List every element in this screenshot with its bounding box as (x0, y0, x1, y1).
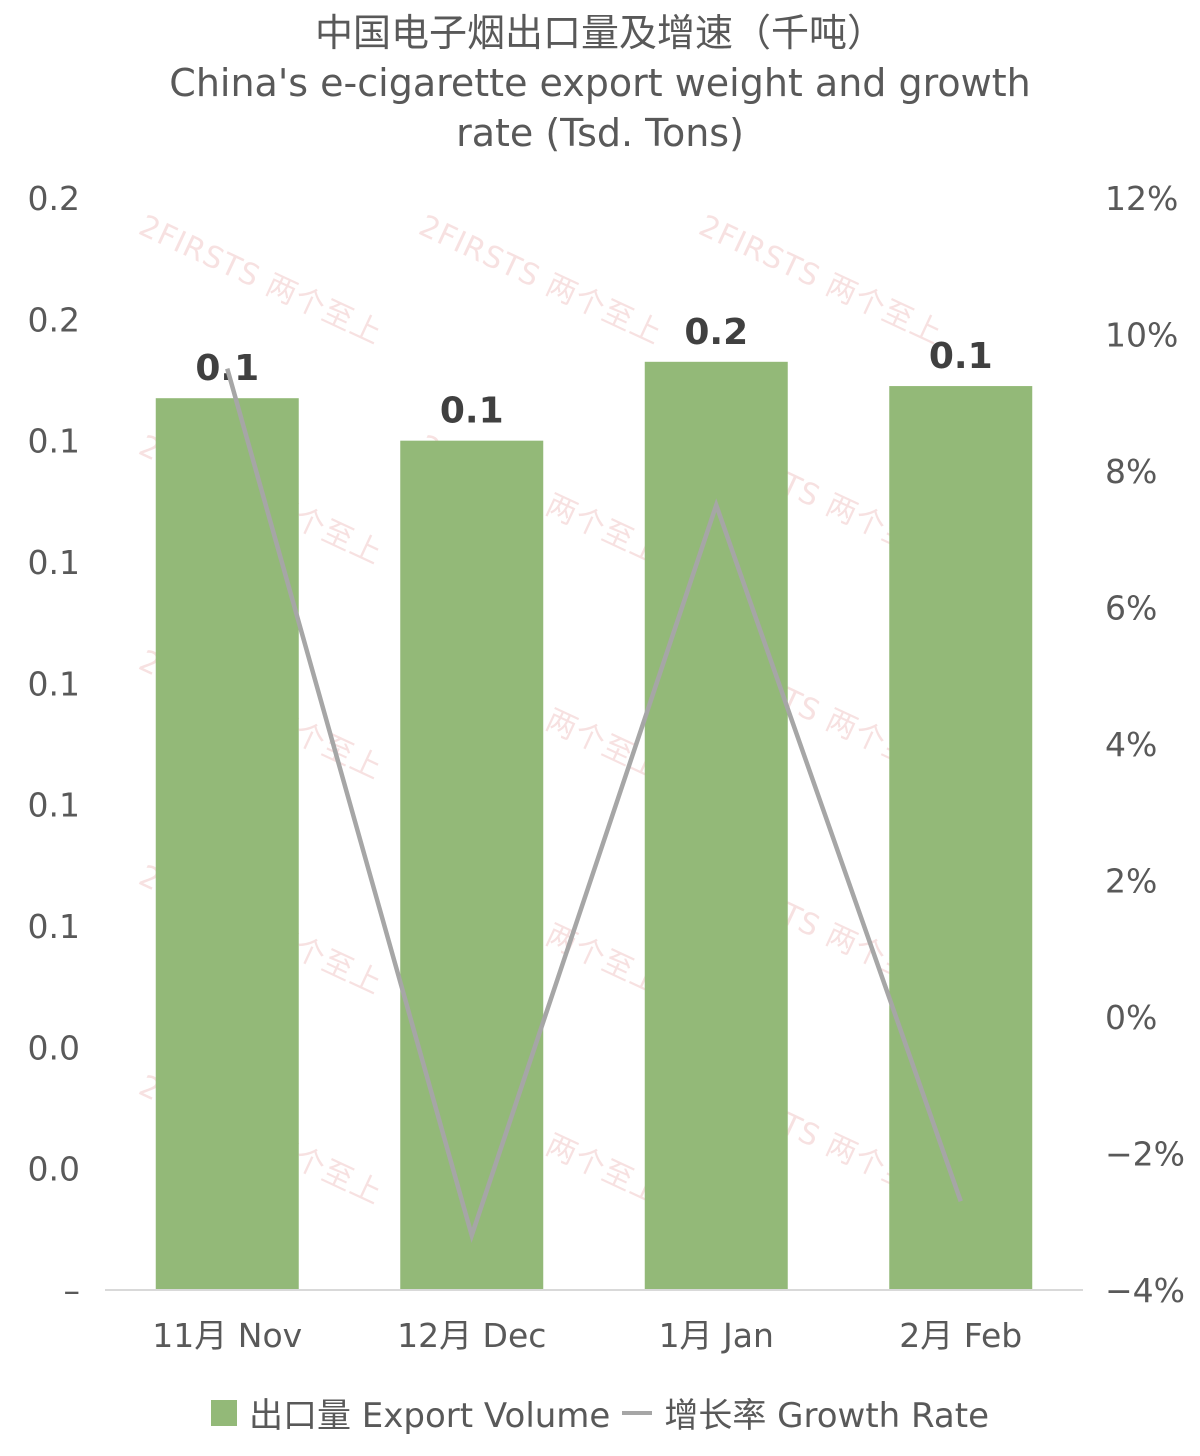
x-tick-label: 2月 Feb (899, 1316, 1022, 1355)
y-left-tick-label: 0.2 (28, 179, 80, 218)
y-right-tick-label: −4% (1105, 1271, 1185, 1310)
bar-data-label: 0.1 (929, 336, 993, 377)
combo-chart: – 0.0 0.0 0.1 0.1 0.1 0.1 0.1 0.2 0.2 −4% −2% 0% 2% 4%… (28, 179, 1186, 1355)
bar-4 (889, 386, 1033, 1291)
chart-subtitle-line-2: rate (Tsd. Tons) (456, 111, 744, 155)
legend-line-swatch (622, 1410, 653, 1415)
y-left-tick-label: 0.2 (28, 300, 80, 339)
y-right-tick-label: 10% (1105, 316, 1178, 355)
chart-legend: 出口量 Export Volume 增长率 Growth Rate (0, 1388, 1200, 1437)
y-right-tick-label: 12% (1105, 179, 1178, 218)
bar-1 (155, 398, 299, 1290)
bar-3 (644, 361, 788, 1290)
y-left-tick-label: 0.1 (28, 543, 80, 582)
y-right-tick-label: 6% (1105, 589, 1157, 628)
y-left-tick-label: 0.0 (28, 1150, 80, 1189)
y-left-tick-label: – (64, 1271, 81, 1310)
y-left-tick-label: 0.0 (28, 1028, 80, 1067)
bar-data-label: 0.1 (440, 391, 504, 432)
y-left-tick-label: 0.1 (28, 422, 80, 461)
legend-label-growth-rate: 增长率 Growth Rate (664, 1396, 990, 1436)
legend-item-growth-rate[interactable]: 增长率 Growth Rate (622, 1388, 989, 1437)
x-tick-label: 1月 Jan (659, 1316, 774, 1355)
legend-item-export-volume[interactable]: 出口量 Export Volume (210, 1388, 611, 1437)
growth-rate-line (225, 368, 963, 1244)
chart-title-block: 中国电子烟出口量及增速（千吨） China's e-cigarette expo… (0, 8, 1200, 158)
y-left-tick-label: 0.1 (28, 664, 80, 703)
y-left-tick-label: 0.1 (28, 907, 80, 946)
chart-title: 中国电子烟出口量及增速（千吨） (314, 11, 885, 55)
x-tick-label: 12月 Dec (397, 1316, 546, 1355)
legend-bar-swatch (210, 1399, 237, 1426)
bar-2 (400, 440, 544, 1291)
y-right-tick-label: −2% (1105, 1135, 1185, 1174)
y-right-tick-label: 8% (1105, 452, 1157, 491)
y-right-tick-label: 0% (1105, 998, 1157, 1037)
x-tick-label: 11月 Nov (152, 1316, 302, 1355)
legend-label-export-volume: 出口量 Export Volume (248, 1396, 611, 1436)
bar-data-label: 0.2 (684, 312, 748, 353)
y-right-tick-label: 2% (1105, 862, 1157, 901)
chart-subtitle-line-1: China's e-cigarette export weight and gr… (169, 61, 1031, 105)
y-left-tick-label: 0.1 (28, 786, 80, 825)
y-right-tick-label: 4% (1105, 725, 1157, 764)
